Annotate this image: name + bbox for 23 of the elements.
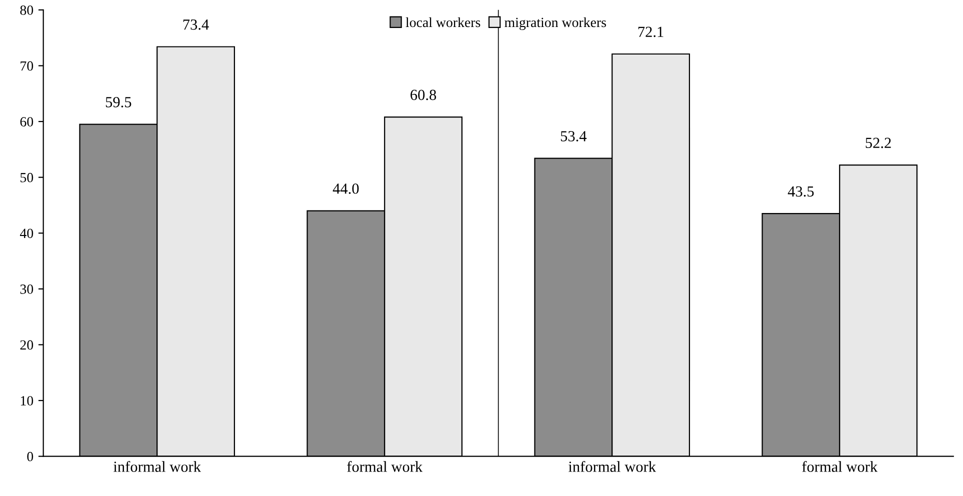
data-label: 60.8: [410, 90, 436, 100]
y-tick-label: 60: [20, 117, 34, 126]
data-label: 73.4: [183, 19, 209, 30]
y-tick-label: 70: [20, 61, 34, 71]
x-tick-label: formal work: [347, 461, 423, 472]
data-label: 43.5: [788, 186, 814, 197]
y-tick-label: 10: [20, 396, 34, 406]
data-label: 52.2: [866, 138, 891, 148]
y-tick-label: 40: [20, 228, 34, 238]
data-label: 44.0: [332, 184, 359, 194]
y-tick-label: 80: [20, 6, 34, 15]
y-tick-label: 0: [27, 452, 34, 462]
x-tick-label: formal work: [802, 461, 878, 472]
data-label: 53.4: [560, 131, 587, 142]
y-tick-label: 20: [20, 340, 34, 350]
data-label: 72.1: [638, 26, 664, 38]
legend-label: local workers: [406, 17, 480, 28]
legend-label: migration workers: [504, 17, 606, 30]
x-tick-label: informal work: [568, 461, 656, 472]
y-tick-label: 50: [20, 172, 34, 182]
y-tick-label: 30: [20, 284, 34, 294]
x-tick-label: informal work: [114, 461, 202, 472]
data-label: 59.5: [106, 97, 132, 108]
